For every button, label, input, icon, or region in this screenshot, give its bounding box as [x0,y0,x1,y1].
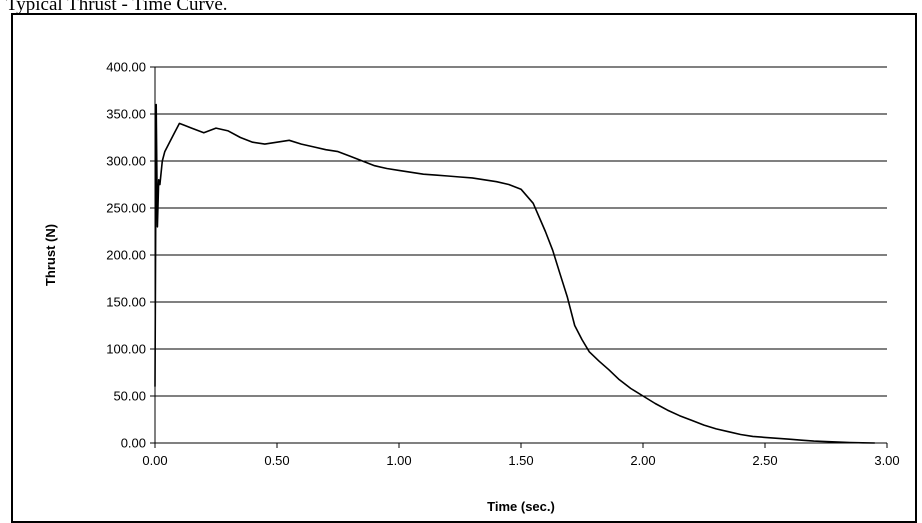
x-tick-label-3: 1.50 [508,453,533,468]
grid-lines [155,66,887,397]
x-tick-label-2: 1.00 [386,453,411,468]
y-tick-label-1: 50.00 [113,389,146,404]
chart-heading: Typical Thrust - Time Curve. [6,0,228,15]
y-tick-label-6: 300.00 [106,154,146,169]
x-tick-labels: 0.00 0.50 1.00 1.50 2.00 2.50 3.00 [142,453,899,468]
thrust-series-line [154,103,875,444]
y-tick-label-4: 200.00 [106,248,146,263]
y-tick-label-7: 350.00 [106,107,146,122]
y-tick-label-5: 250.00 [106,201,146,216]
y-tick-label-3: 150.00 [106,295,146,310]
x-tick-label-1: 0.50 [264,453,289,468]
y-tick-labels: 0.00 50.00 100.00 150.00 200.00 250.00 300.00 3… [106,60,146,451]
x-tick-label-5: 2.50 [752,453,777,468]
x-axis-label: Time (sec.) [487,499,555,514]
y-tick-label-0: 0.00 [121,436,146,451]
x-tick-label-6: 3.00 [874,453,899,468]
y-tick-label-2: 100.00 [106,342,146,357]
axis-tick-marks [150,66,888,448]
y-tick-label-8: 400.00 [106,60,146,75]
y-axis-label: Thrust (N) [43,224,58,286]
x-tick-label-4: 2.00 [630,453,655,468]
x-tick-label-0: 0.00 [142,453,167,468]
